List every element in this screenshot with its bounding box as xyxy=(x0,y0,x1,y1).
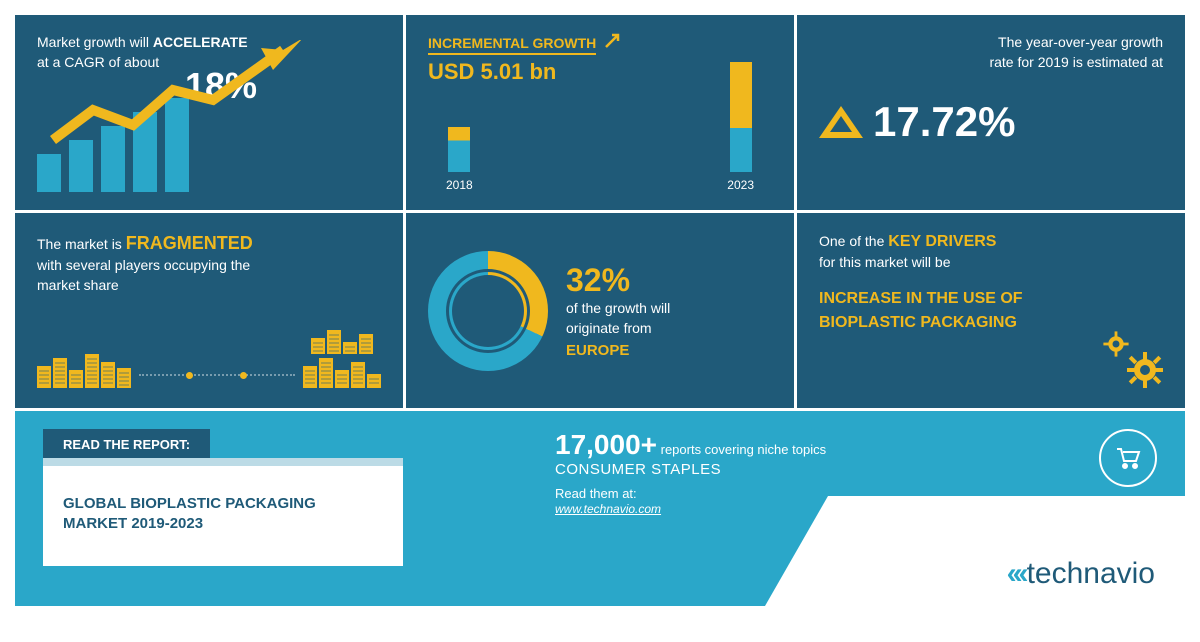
panel-region: 32% of the growth willoriginate from EUR… xyxy=(406,213,794,408)
yoy-text: The year-over-year growthrate for 2019 i… xyxy=(819,33,1163,72)
donut-chart xyxy=(428,251,548,371)
bottom-banner: READ THE REPORT: GLOBAL BIOPLASTIC PACKA… xyxy=(15,411,1185,606)
region-name: EUROPE xyxy=(566,342,670,359)
panel-cagr: Market growth will ACCELERATE at a CAGR … xyxy=(15,15,403,210)
technavio-logo: ‹‹‹technavio xyxy=(1007,557,1155,591)
fragmented-text: The market is FRAGMENTED with several pl… xyxy=(37,231,381,295)
panel-drivers: One of the KEY DRIVERS for this market w… xyxy=(797,213,1185,408)
driver-text: INCREASE IN THE USE OF BIOPLASTIC PACKAG… xyxy=(819,287,1079,335)
region-percent: 32% xyxy=(566,262,670,299)
read-at-label: Read them at: xyxy=(555,486,826,501)
cart-icon[interactable] xyxy=(1099,429,1157,487)
region-text: of the growth willoriginate from xyxy=(566,299,670,338)
gear-small-icon xyxy=(1102,330,1130,358)
read-report-tag: READ THE REPORT: xyxy=(43,429,210,460)
panel-incremental: INCREMENTAL GROWTH USD 5.01 bn 2018 2023 xyxy=(406,15,794,210)
buildings-icon xyxy=(37,330,381,388)
category-label: CONSUMER STAPLES xyxy=(555,461,826,478)
growth-arrow-icon xyxy=(43,40,363,160)
technavio-link[interactable]: www.technavio.com xyxy=(555,502,661,516)
incremental-title: INCREMENTAL GROWTH xyxy=(428,33,772,51)
triangle-up-icon xyxy=(819,106,863,138)
arrow-icon xyxy=(604,33,622,51)
panel-fragmented: The market is FRAGMENTED with several pl… xyxy=(15,213,403,408)
panel-yoy: The year-over-year growthrate for 2019 i… xyxy=(797,15,1185,210)
stats-block: 17,000+ reports covering niche topics CO… xyxy=(555,429,826,516)
report-count: 17,000+ xyxy=(555,429,657,460)
report-title-box: GLOBAL BIOPLASTIC PACKAGING MARKET 2019-… xyxy=(43,466,403,566)
incremental-bars: 2018 2023 xyxy=(406,62,794,192)
yoy-value: 17.72% xyxy=(873,98,1015,146)
drivers-intro: One of the KEY DRIVERS for this market w… xyxy=(819,231,1163,273)
gear-icon xyxy=(1125,350,1165,390)
